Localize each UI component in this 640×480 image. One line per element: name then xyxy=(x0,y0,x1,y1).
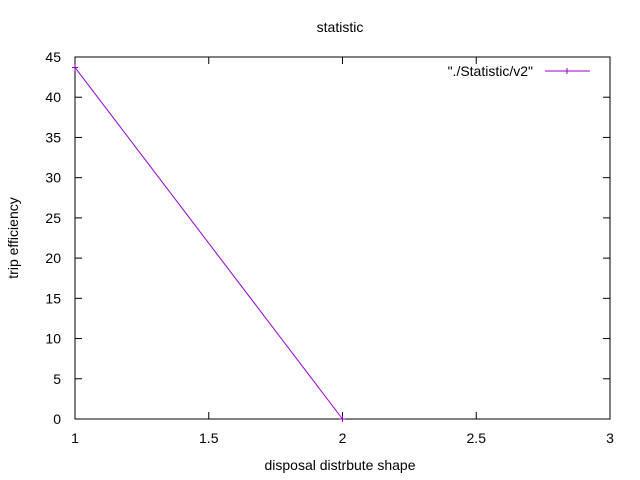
x-tick-label: 1 xyxy=(71,430,79,446)
data-point xyxy=(339,416,346,422)
y-tick-label: 45 xyxy=(45,49,61,65)
x-tick-label: 2.5 xyxy=(467,430,487,446)
y-tick-label: 25 xyxy=(45,210,61,226)
x-tick-label: 1.5 xyxy=(199,430,219,446)
x-axis-ticks: 1 1.5 2 2.5 3 xyxy=(71,57,614,446)
data-point xyxy=(72,64,78,71)
y-axis-ticks: 0 5 10 15 20 25 30 35 40 45 xyxy=(45,49,610,427)
y-tick-label: 40 xyxy=(45,89,61,105)
y-tick-label: 35 xyxy=(45,129,61,145)
x-tick-label: 3 xyxy=(606,430,614,446)
y-tick-label: 10 xyxy=(45,331,61,347)
chart-title: statistic xyxy=(317,19,364,35)
y-tick-label: 5 xyxy=(53,371,61,387)
y-tick-label: 15 xyxy=(45,290,61,306)
plot-frame xyxy=(74,56,611,420)
y-tick-label: 20 xyxy=(45,250,61,266)
x-axis-label: disposal distrbute shape xyxy=(265,457,416,473)
x-tick-label: 2 xyxy=(339,430,347,446)
y-tick-label: 30 xyxy=(45,170,61,186)
y-axis-label: trip efficiency xyxy=(5,197,21,278)
legend-label: "./Statistic/v2" xyxy=(448,63,533,79)
legend-marker xyxy=(564,68,570,74)
y-tick-label: 0 xyxy=(53,411,61,427)
series-line xyxy=(74,67,343,420)
legend: "./Statistic/v2" xyxy=(448,63,590,79)
series-layer xyxy=(72,64,346,422)
